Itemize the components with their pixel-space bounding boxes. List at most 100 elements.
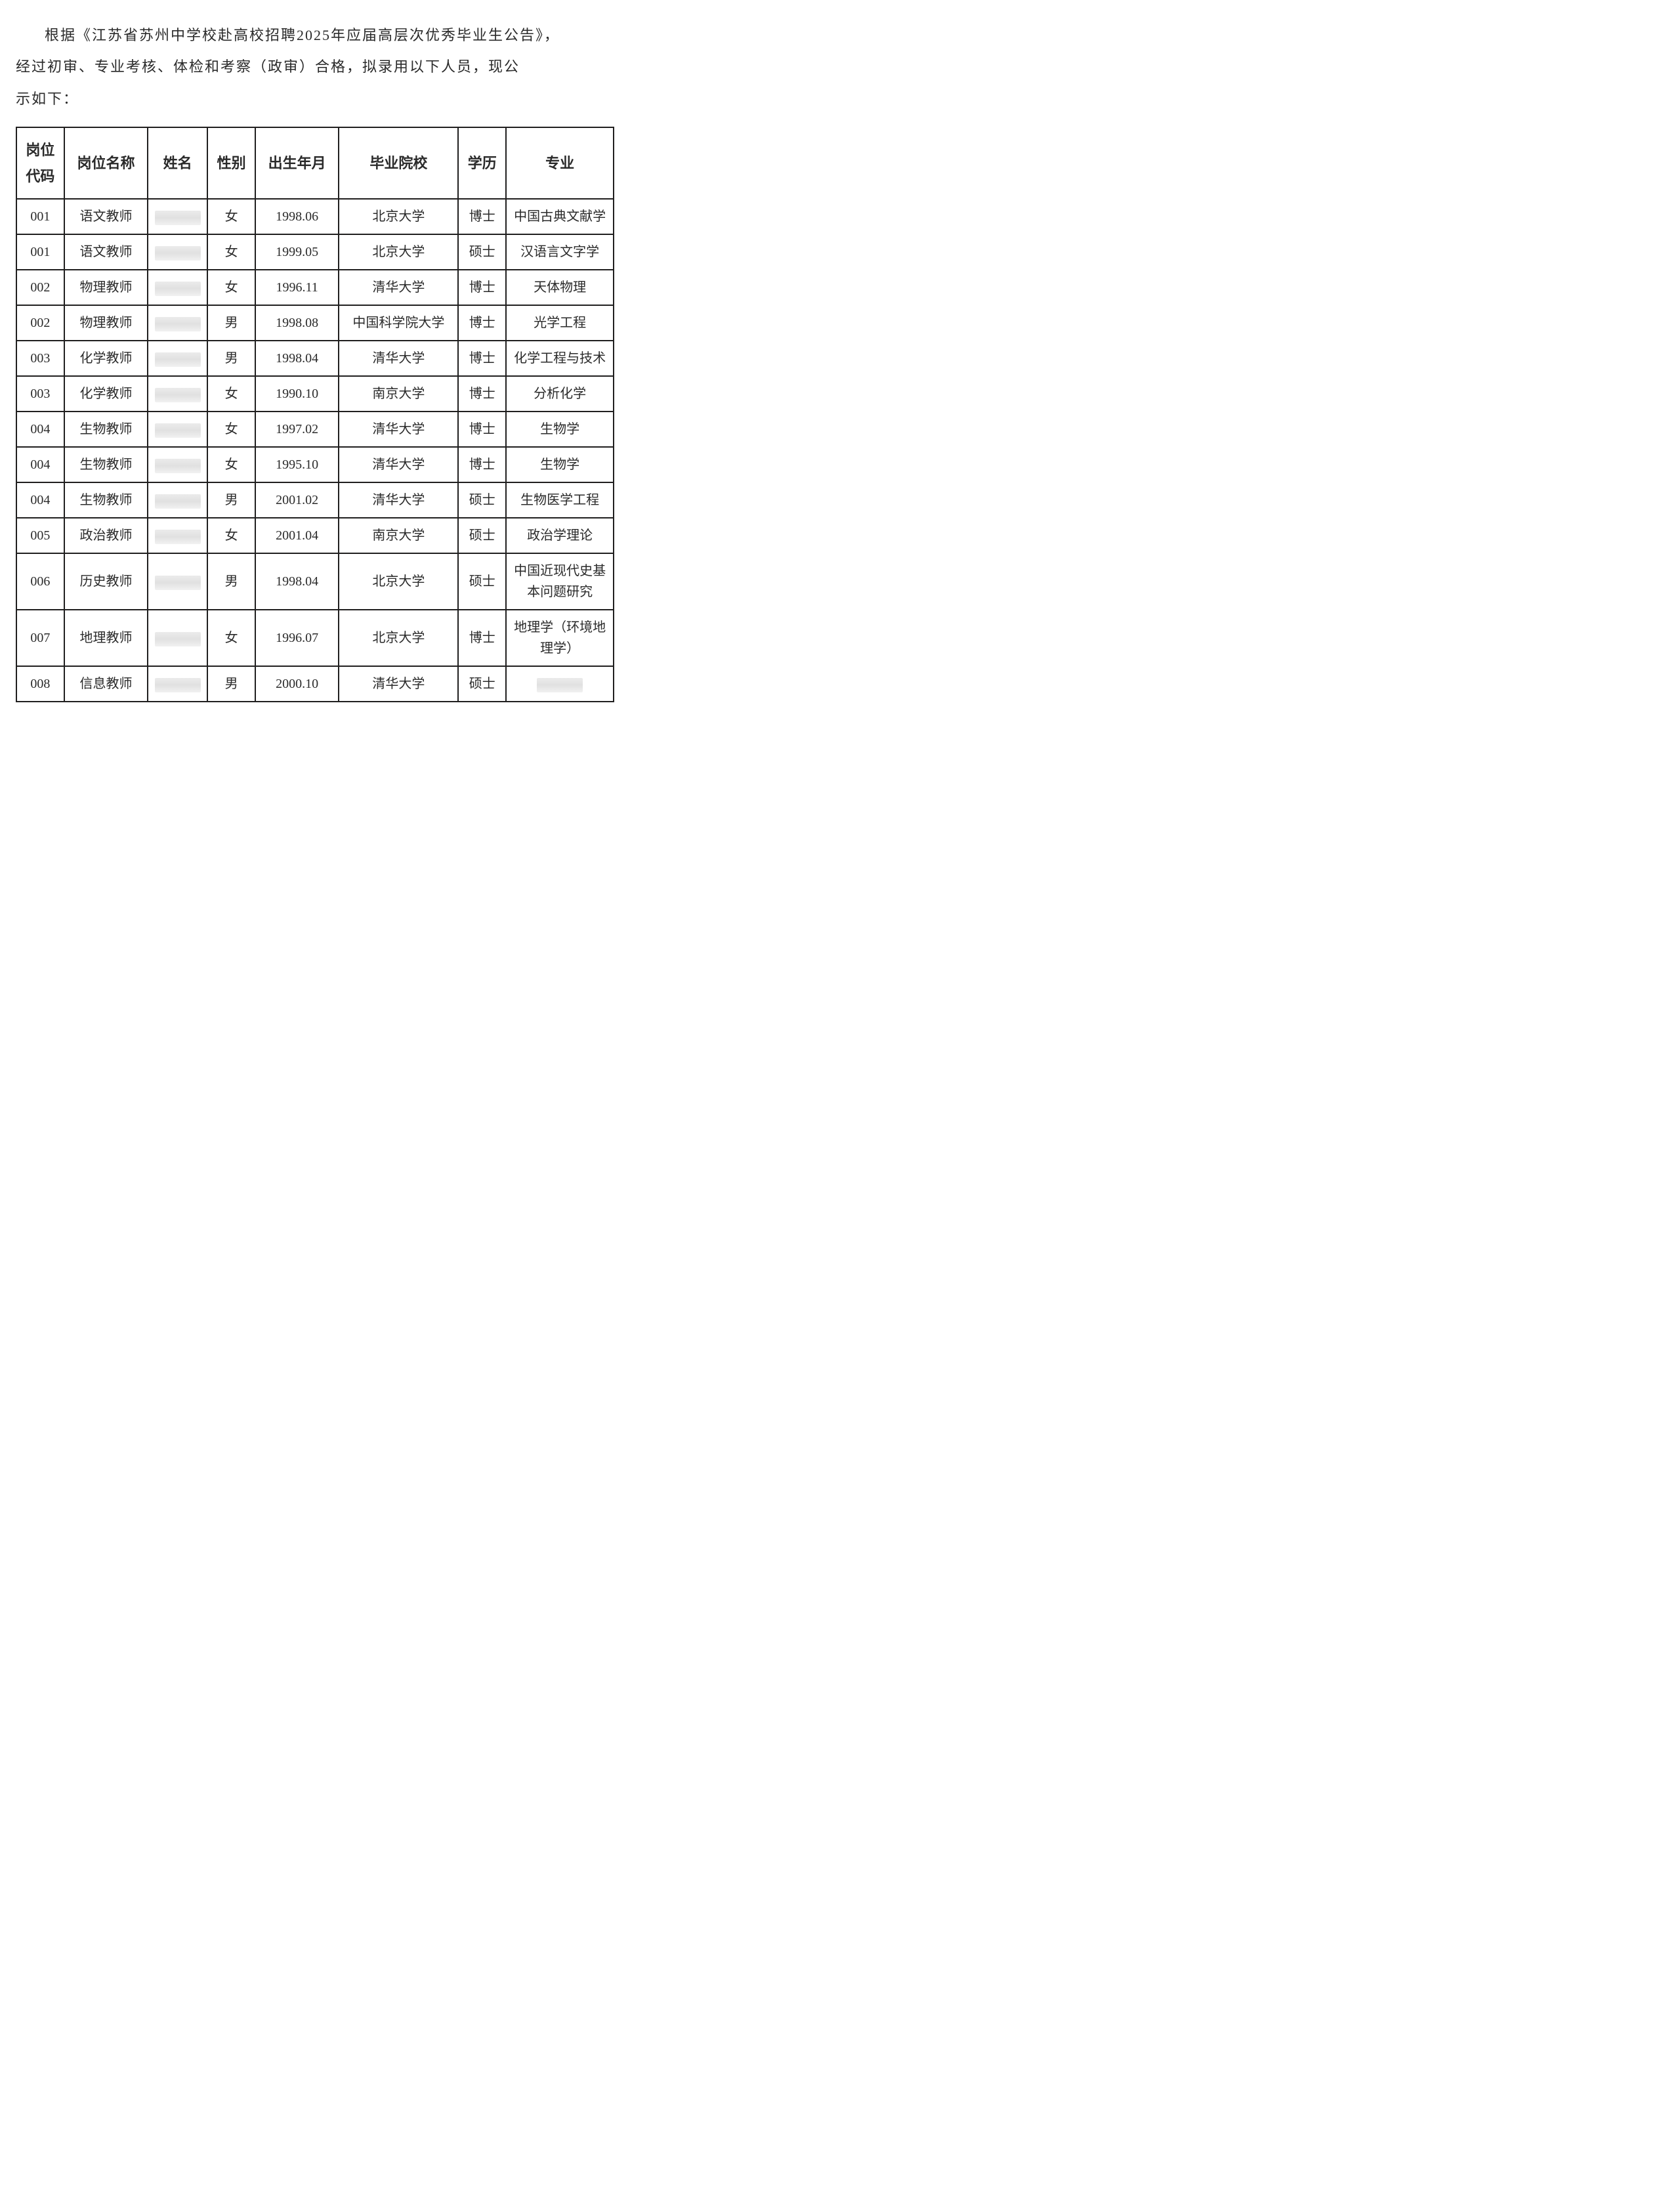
- cell-degree: 硕士: [458, 666, 506, 702]
- cell-major: 光学工程: [506, 305, 614, 341]
- intro-line-1: 根据《江苏省苏州中学校赴高校招聘2025年应届高层次优秀毕业生公告》，: [16, 20, 614, 51]
- cell-code: 001: [16, 199, 64, 234]
- cell-major: 化学工程与技术: [506, 341, 614, 376]
- cell-dob: 1990.10: [255, 376, 339, 412]
- cell-gender: 女: [207, 234, 255, 270]
- cell-code: 001: [16, 234, 64, 270]
- cell-school: 北京大学: [339, 610, 458, 666]
- cell-school: 北京大学: [339, 234, 458, 270]
- cell-school: 清华大学: [339, 447, 458, 482]
- table-row: 008信息教师男2000.10清华大学硕士: [16, 666, 614, 702]
- cell-code: 002: [16, 305, 64, 341]
- cell-post: 化学教师: [64, 376, 148, 412]
- cell-code: 008: [16, 666, 64, 702]
- cell-code: 002: [16, 270, 64, 305]
- cell-dob: 1998.06: [255, 199, 339, 234]
- cell-code: 006: [16, 553, 64, 610]
- cell-code: 007: [16, 610, 64, 666]
- cell-code: 003: [16, 341, 64, 376]
- col-header-major: 专业: [506, 127, 614, 199]
- cell-school: 清华大学: [339, 270, 458, 305]
- cell-school: 清华大学: [339, 412, 458, 447]
- cell-gender: 女: [207, 270, 255, 305]
- cell-degree: 硕士: [458, 234, 506, 270]
- redacted-block: [155, 352, 201, 367]
- col-header-school: 毕业院校: [339, 127, 458, 199]
- cell-dob: 2001.02: [255, 482, 339, 518]
- table-row: 001语文教师女1999.05北京大学硕士汉语言文字学: [16, 234, 614, 270]
- cell-gender: 女: [207, 518, 255, 553]
- cell-degree: 硕士: [458, 553, 506, 610]
- cell-name: [148, 341, 207, 376]
- cell-dob: 2001.04: [255, 518, 339, 553]
- table-row: 003化学教师女1990.10南京大学博士分析化学: [16, 376, 614, 412]
- cell-major: [506, 666, 614, 702]
- cell-school: 清华大学: [339, 482, 458, 518]
- redacted-block: [155, 317, 201, 331]
- cell-name: [148, 553, 207, 610]
- cell-name: [148, 234, 207, 270]
- cell-degree: 博士: [458, 412, 506, 447]
- cell-post: 政治教师: [64, 518, 148, 553]
- cell-post: 化学教师: [64, 341, 148, 376]
- cell-school: 中国科学院大学: [339, 305, 458, 341]
- cell-school: 清华大学: [339, 666, 458, 702]
- table-header-row: 岗位代码 岗位名称 姓名 性别 出生年月 毕业院校 学历 专业: [16, 127, 614, 199]
- cell-post: 物理教师: [64, 270, 148, 305]
- redacted-block: [155, 282, 201, 296]
- cell-code: 004: [16, 412, 64, 447]
- cell-post: 物理教师: [64, 305, 148, 341]
- cell-name: [148, 610, 207, 666]
- cell-code: 004: [16, 447, 64, 482]
- redacted-block: [155, 632, 201, 646]
- cell-name: [148, 270, 207, 305]
- cell-school: 南京大学: [339, 518, 458, 553]
- redacted-block: [155, 388, 201, 402]
- intro-line-2: 经过初审、专业考核、体检和考察（政审）合格，拟录用以下人员，现公: [16, 51, 614, 83]
- redacted-block: [155, 494, 201, 509]
- cell-major: 中国近现代史基本问题研究: [506, 553, 614, 610]
- cell-name: [148, 482, 207, 518]
- cell-degree: 硕士: [458, 482, 506, 518]
- cell-code: 005: [16, 518, 64, 553]
- cell-dob: 1998.04: [255, 341, 339, 376]
- cell-post: 生物教师: [64, 482, 148, 518]
- cell-name: [148, 518, 207, 553]
- table-row: 002物理教师女1996.11清华大学博士天体物理: [16, 270, 614, 305]
- cell-name: [148, 199, 207, 234]
- table-row: 004生物教师女1995.10清华大学博士生物学: [16, 447, 614, 482]
- cell-dob: 1995.10: [255, 447, 339, 482]
- redacted-block: [155, 678, 201, 692]
- col-header-gender: 性别: [207, 127, 255, 199]
- cell-gender: 女: [207, 412, 255, 447]
- cell-post: 生物教师: [64, 447, 148, 482]
- hiring-table: 岗位代码 岗位名称 姓名 性别 出生年月 毕业院校 学历 专业 001语文教师女…: [16, 127, 614, 702]
- col-header-degree: 学历: [458, 127, 506, 199]
- table-row: 001语文教师女1998.06北京大学博士中国古典文献学: [16, 199, 614, 234]
- cell-post: 地理教师: [64, 610, 148, 666]
- cell-dob: 1998.08: [255, 305, 339, 341]
- table-row: 004生物教师 男2001.02清华大学硕士生物医学工程: [16, 482, 614, 518]
- cell-gender: 男: [207, 553, 255, 610]
- col-header-code: 岗位代码: [16, 127, 64, 199]
- col-header-name: 姓名: [148, 127, 207, 199]
- cell-major: 生物学: [506, 447, 614, 482]
- cell-name: [148, 447, 207, 482]
- cell-name: [148, 666, 207, 702]
- cell-name: [148, 376, 207, 412]
- table-row: 004生物教师女1997.02清华大学博士生物学: [16, 412, 614, 447]
- cell-major: 生物学: [506, 412, 614, 447]
- cell-gender: 男: [207, 482, 255, 518]
- cell-code: 004: [16, 482, 64, 518]
- table-row: 005政治教师女2001.04南京大学硕士政治学理论: [16, 518, 614, 553]
- cell-post: 信息教师: [64, 666, 148, 702]
- cell-major: 生物医学工程: [506, 482, 614, 518]
- cell-dob: 1998.04: [255, 553, 339, 610]
- cell-degree: 博士: [458, 270, 506, 305]
- redacted-block: [537, 678, 583, 692]
- cell-degree: 硕士: [458, 518, 506, 553]
- cell-post: 语文教师: [64, 234, 148, 270]
- cell-dob: 1996.11: [255, 270, 339, 305]
- cell-major: 汉语言文字学: [506, 234, 614, 270]
- cell-name: [148, 412, 207, 447]
